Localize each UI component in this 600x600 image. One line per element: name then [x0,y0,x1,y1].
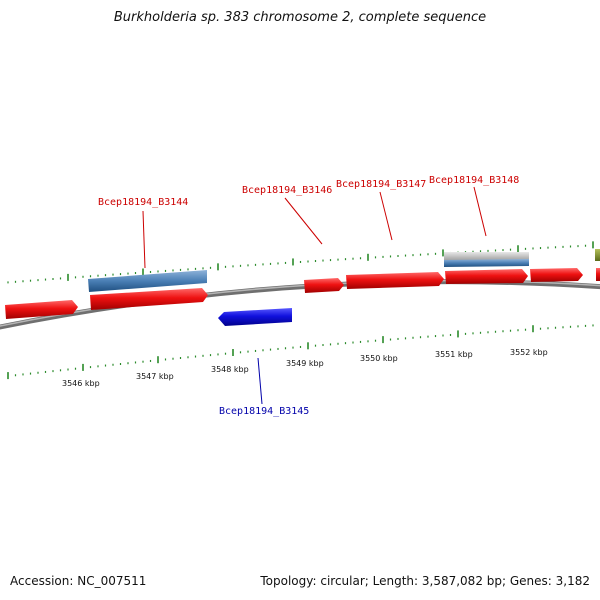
gene-label-b3144[interactable]: Bcep18194_B3144 [98,197,188,208]
gene-label-b3146[interactable]: Bcep18194_B3146 [242,185,332,196]
gene-b3148-arrow[interactable] [445,269,528,284]
gene-arrow[interactable] [530,268,583,282]
accession-text: Accession: NC_007511 [10,574,147,588]
scale-label: 3551 kbp [435,350,473,359]
gene-label-b3148[interactable]: Bcep18194_B3148 [429,175,519,186]
topology-stats-text: Topology: circular; Length: 3,587,082 bp… [260,574,590,588]
cds-feature-b3148[interactable] [444,259,529,267]
gene-arrow[interactable] [596,268,600,281]
leader-line-b3144 [142,210,146,269]
forward-tick-row [7,241,594,284]
gene-label-b3145[interactable]: Bcep18194_B3145 [219,406,309,417]
gene-arrow[interactable] [5,300,78,319]
gene-b3147-arrow[interactable] [346,272,444,289]
scale-label: 3552 kbp [510,348,548,357]
map-title: Burkholderia sp. 383 chromosome 2, compl… [113,10,487,25]
leader-line-b3148 [473,186,487,237]
gene-b3146-arrow[interactable] [304,278,344,293]
gene-b3145-arrow[interactable] [218,308,292,326]
scale-label: 3547 kbp [136,372,174,381]
gene-label-b3147[interactable]: Bcep18194_B3147 [336,179,426,190]
misc-feature-b3148[interactable] [444,252,529,261]
scale-label: 3548 kbp [211,365,249,374]
cds-feature-b3144[interactable] [88,270,207,292]
scale-tick-row [7,324,594,380]
scale-label: 3549 kbp [286,359,324,368]
other-feature[interactable] [595,249,600,261]
scale-label: 3546 kbp [62,379,100,388]
scale-label: 3550 kbp [360,354,398,363]
leader-line-b3147 [379,191,393,241]
gene-b3144-arrow[interactable] [90,288,208,310]
leader-line-b3145 [257,357,263,405]
leader-line-b3146 [284,197,323,245]
